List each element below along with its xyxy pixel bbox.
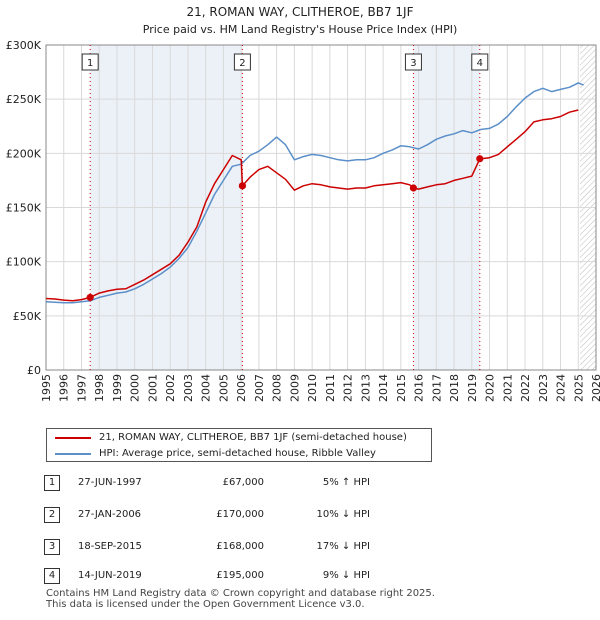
y-tick-label: £150K xyxy=(6,202,42,215)
y-tick-label: £0 xyxy=(27,364,41,377)
x-tick-label: 1999 xyxy=(111,374,124,402)
sale-marker-box xyxy=(404,53,422,71)
x-tick-label: 2001 xyxy=(146,374,159,402)
sale-hpi-diff: 10% ↓ HPI xyxy=(316,509,370,520)
sale-date: 27-JAN-2006 xyxy=(78,509,142,520)
sale-price: £195,000 xyxy=(216,570,264,581)
sale-marker-label: 1 xyxy=(87,58,93,69)
sale-number-badge: 1 xyxy=(44,475,60,491)
footer-attribution: Contains HM Land Registry data © Crown c… xyxy=(46,588,435,610)
sale-price: £67,000 xyxy=(222,477,264,488)
sale-date: 18-SEP-2015 xyxy=(78,541,142,552)
y-tick-label: £300K xyxy=(6,39,42,52)
footer-line-2: This data is licensed under the Open Gov… xyxy=(46,599,365,610)
sale-number-badge: 2 xyxy=(44,507,60,523)
x-tick-label: 2006 xyxy=(235,374,248,402)
sale-row: 3 18-SEP-2015 £168,000 17% ↓ HPI xyxy=(44,539,464,555)
x-tick-label: 1997 xyxy=(75,374,88,402)
legend-swatch-hpi xyxy=(55,453,91,455)
x-tick-label: 2004 xyxy=(200,374,213,402)
sale-point xyxy=(86,293,94,302)
x-tick-label: 2002 xyxy=(164,374,177,402)
x-tick-label: 2019 xyxy=(466,374,479,402)
series-line-hpi xyxy=(45,82,584,304)
sales-table: 1 27-JUN-1997 £67,000 5% ↑ HPI 2 27-JAN-… xyxy=(44,472,464,587)
sale-row: 4 14-JUN-2019 £195,000 9% ↓ HPI xyxy=(44,568,464,584)
x-tick-label: 2017 xyxy=(430,374,443,402)
sale-point xyxy=(238,182,247,190)
x-tick-label: 2011 xyxy=(324,374,337,402)
legend-label-property: 21, ROMAN WAY, CLITHEROE, BB7 1JF (semi-… xyxy=(99,432,407,443)
sale-point xyxy=(476,155,484,163)
sale-marker-label: 3 xyxy=(410,58,416,69)
sale-number-badge: 4 xyxy=(44,568,60,584)
x-tick-label: 2026 xyxy=(590,374,600,402)
legend-label-hpi: HPI: Average price, semi-detached house,… xyxy=(99,448,376,459)
sale-row: 1 27-JUN-1997 £67,000 5% ↑ HPI xyxy=(44,475,464,491)
legend-swatch-property xyxy=(55,437,91,439)
y-tick-label: £100K xyxy=(6,256,42,269)
chart-subtitle: Price paid vs. HM Land Registry's House … xyxy=(143,23,458,36)
sale-marker-box xyxy=(81,53,99,71)
x-tick-label: 1998 xyxy=(93,374,106,402)
sale-number-badge: 3 xyxy=(44,539,60,555)
sale-date: 14-JUN-2019 xyxy=(78,570,142,581)
x-tick-label: 2022 xyxy=(519,374,532,402)
x-tick-label: 2025 xyxy=(572,374,585,402)
x-tick-label: 1996 xyxy=(58,374,71,402)
series-line-property xyxy=(45,109,579,302)
x-tick-label: 1995 xyxy=(40,374,53,402)
sale-point xyxy=(409,184,418,192)
chart-title: 21, ROMAN WAY, CLITHEROE, BB7 1JF xyxy=(186,5,413,19)
sale-date: 27-JUN-1997 xyxy=(78,477,142,488)
x-tick-label: 2005 xyxy=(217,374,230,402)
x-tick-label: 2018 xyxy=(448,374,461,402)
x-tick-label: 2020 xyxy=(484,374,497,402)
chart-legend: 21, ROMAN WAY, CLITHEROE, BB7 1JF (semi-… xyxy=(46,428,432,462)
x-tick-label: 2009 xyxy=(288,374,301,402)
x-tick-label: 2008 xyxy=(271,374,284,402)
sale-hpi-diff: 17% ↓ HPI xyxy=(316,541,370,552)
x-tick-label: 2021 xyxy=(501,374,514,402)
sale-row: 2 27-JAN-2006 £170,000 10% ↓ HPI xyxy=(44,507,464,523)
y-tick-label: £200K xyxy=(6,147,42,160)
x-tick-label: 2024 xyxy=(555,374,568,402)
sale-marker-label: 4 xyxy=(477,58,483,69)
x-tick-label: 2023 xyxy=(537,374,550,402)
x-tick-label: 2000 xyxy=(129,374,142,402)
x-tick-label: 2012 xyxy=(342,374,355,402)
sale-marker-label: 2 xyxy=(239,58,245,69)
x-tick-label: 2014 xyxy=(377,374,390,402)
x-tick-label: 2010 xyxy=(306,374,319,402)
plot-border xyxy=(45,44,597,371)
sale-marker-box xyxy=(471,53,489,71)
price-chart: 21, ROMAN WAY, CLITHEROE, BB7 1JF Price … xyxy=(6,5,600,402)
x-tick-label: 2015 xyxy=(395,374,408,402)
sale-marker-box xyxy=(233,53,251,71)
x-tick-label: 2016 xyxy=(413,374,426,402)
y-tick-label: £50K xyxy=(13,310,42,323)
sale-price: £168,000 xyxy=(216,541,264,552)
sale-price: £170,000 xyxy=(216,509,264,520)
footer-line-1: Contains HM Land Registry data © Crown c… xyxy=(46,588,435,599)
x-tick-label: 2013 xyxy=(359,374,372,402)
y-tick-label: £250K xyxy=(6,93,42,106)
sale-hpi-diff: 9% ↓ HPI xyxy=(322,570,370,581)
sale-hpi-diff: 5% ↑ HPI xyxy=(322,477,370,488)
x-tick-label: 2007 xyxy=(253,374,266,402)
x-tick-label: 2003 xyxy=(182,374,195,402)
